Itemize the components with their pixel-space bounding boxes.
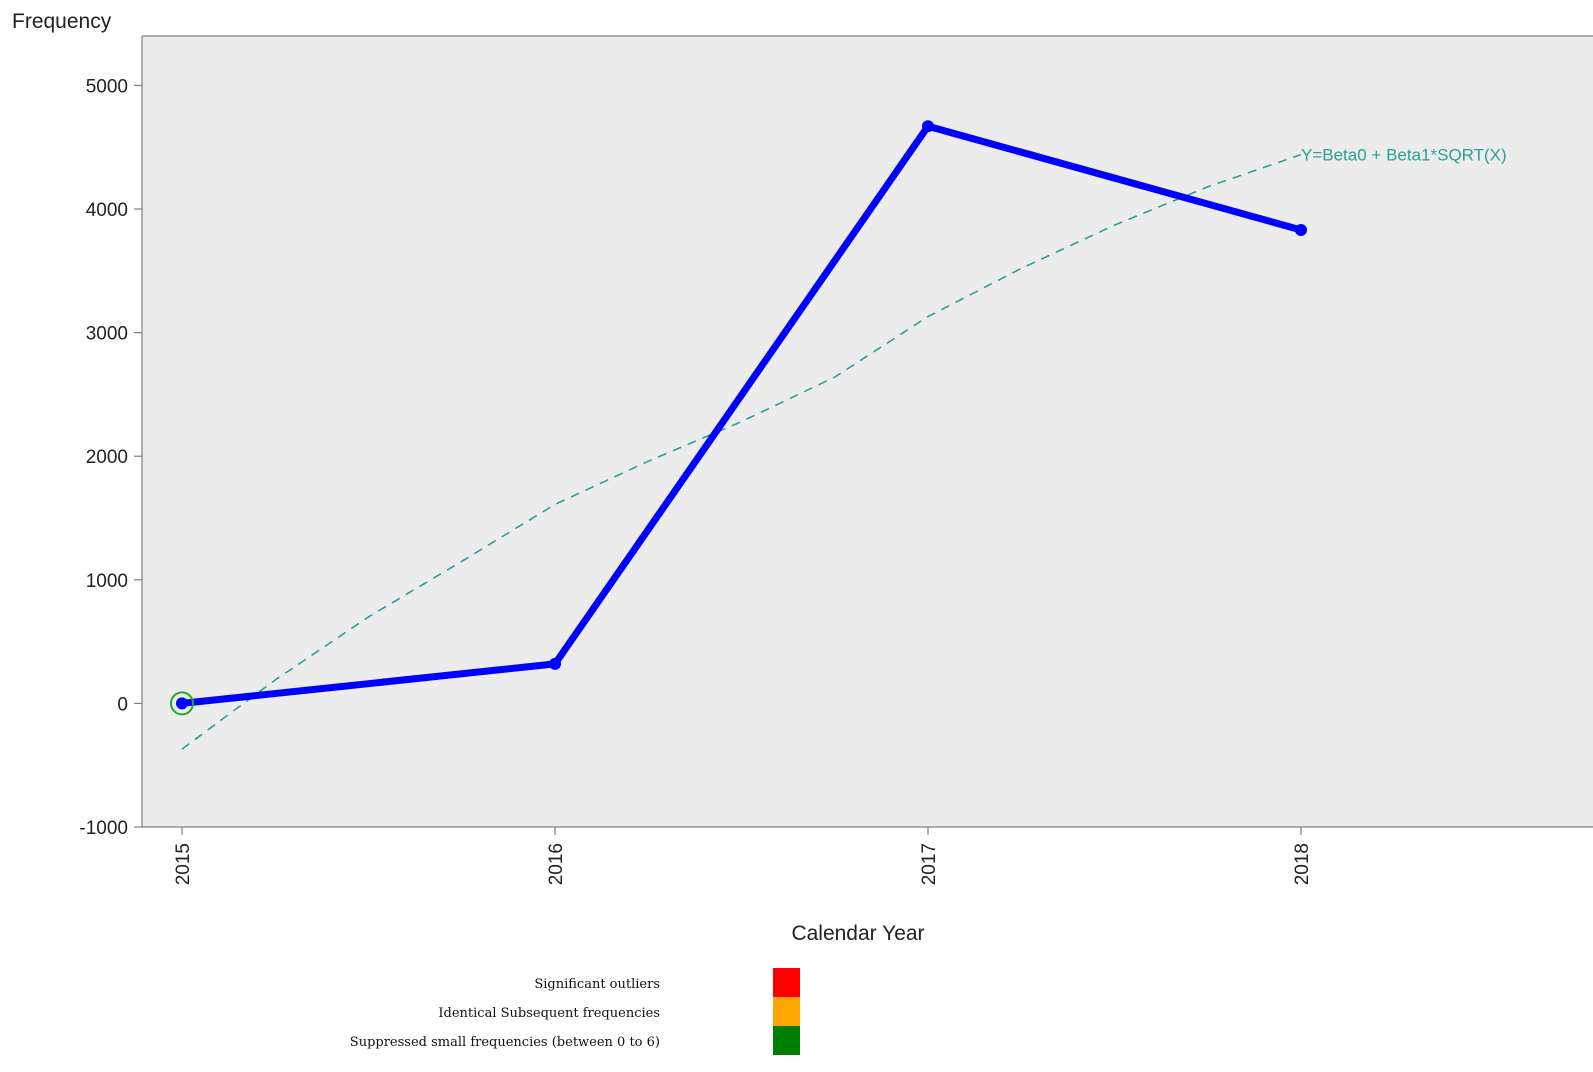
legend-item-label: Suppressed small frequencies (between 0 …	[350, 1035, 660, 1050]
legend-item-label: Identical Subsequent frequencies	[438, 1006, 660, 1021]
fit-line	[181, 153, 1302, 750]
series	[170, 120, 1307, 716]
x-tick-label: 2016	[546, 843, 567, 885]
plot-area	[142, 36, 1593, 827]
legend: Significant outliers Identical Subsequent…	[350, 968, 800, 1055]
y-tick-label: 4000	[86, 200, 128, 221]
data-point	[922, 120, 934, 133]
legend-swatch	[773, 968, 800, 997]
x-ticks: 2015 2016 2017 2018	[173, 827, 1313, 885]
fit-line-label: Y=Beta0 + Beta1*SQRT(X)	[1301, 146, 1507, 165]
y-tick-label: 2000	[86, 447, 128, 468]
x-tick-label: 2018	[1292, 843, 1313, 885]
legend-swatch	[773, 997, 800, 1026]
x-tick-label: 2017	[919, 843, 940, 885]
series-line	[178, 122, 1305, 707]
data-point	[549, 657, 561, 670]
y-tick-label: 1000	[86, 571, 128, 592]
y-tick-label: 0	[117, 694, 128, 715]
fit-curve: Y=Beta0 + Beta1*SQRT(X)	[181, 146, 1507, 750]
highlight-marker	[170, 691, 194, 716]
legend-item-label: Significant outliers	[534, 977, 660, 992]
legend-swatch	[773, 1026, 800, 1055]
x-axis-title: Calendar Year	[791, 922, 924, 945]
x-tick-label: 2015	[173, 843, 194, 885]
y-tick-label: 3000	[86, 324, 128, 345]
y-tick-label: -1000	[79, 818, 128, 839]
y-ticks: -1000 0 1000 2000 3000 4000 5000	[79, 76, 142, 839]
y-tick-label: 5000	[86, 76, 128, 97]
data-point	[1295, 224, 1307, 237]
data-point	[176, 697, 188, 710]
y-axis-title: Frequency	[12, 10, 112, 33]
